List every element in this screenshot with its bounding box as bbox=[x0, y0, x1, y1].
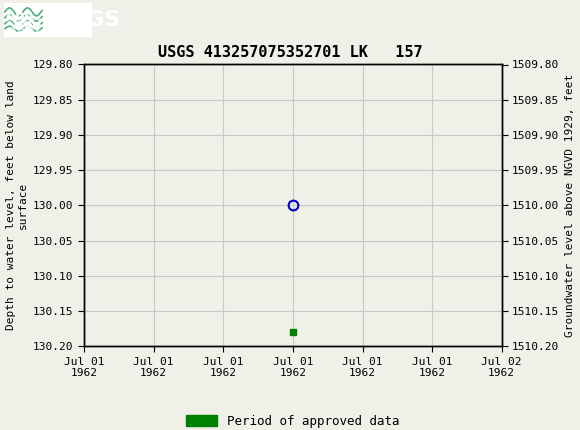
Y-axis label: Groundwater level above NGVD 1929, feet: Groundwater level above NGVD 1929, feet bbox=[565, 74, 575, 337]
Bar bbox=[4, 3, 92, 37]
Text: USGS 413257075352701 LK   157: USGS 413257075352701 LK 157 bbox=[158, 45, 422, 60]
Y-axis label: Depth to water level, feet below land
surface: Depth to water level, feet below land su… bbox=[6, 80, 28, 330]
Legend: Period of approved data: Period of approved data bbox=[181, 410, 405, 430]
Text: USGS: USGS bbox=[52, 10, 120, 30]
